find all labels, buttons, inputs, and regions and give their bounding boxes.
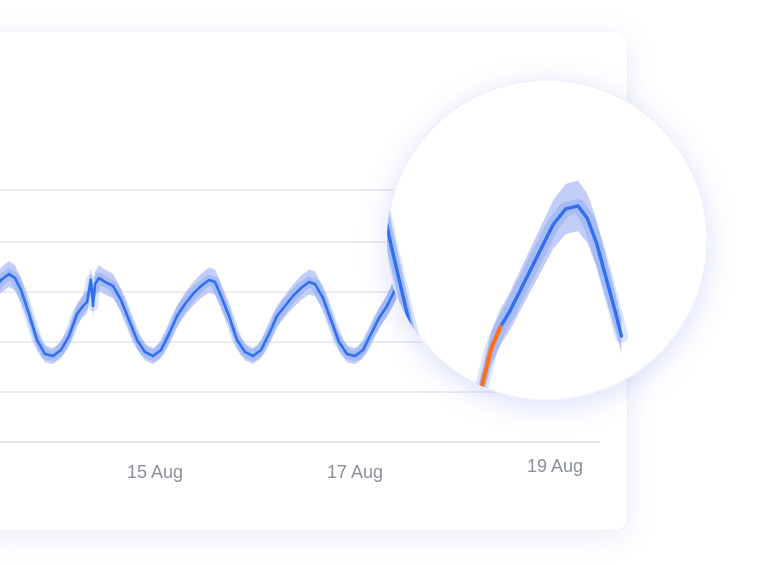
x-tick-labels: 15 Aug 17 Aug 19 Aug [127,456,583,482]
x-tick-label: 15 Aug [127,462,183,482]
x-tick-label: 19 Aug [527,456,583,476]
zoom-lens-content [387,147,629,400]
x-tick-label: 17 Aug [327,462,383,482]
highlight-segment [451,324,503,400]
